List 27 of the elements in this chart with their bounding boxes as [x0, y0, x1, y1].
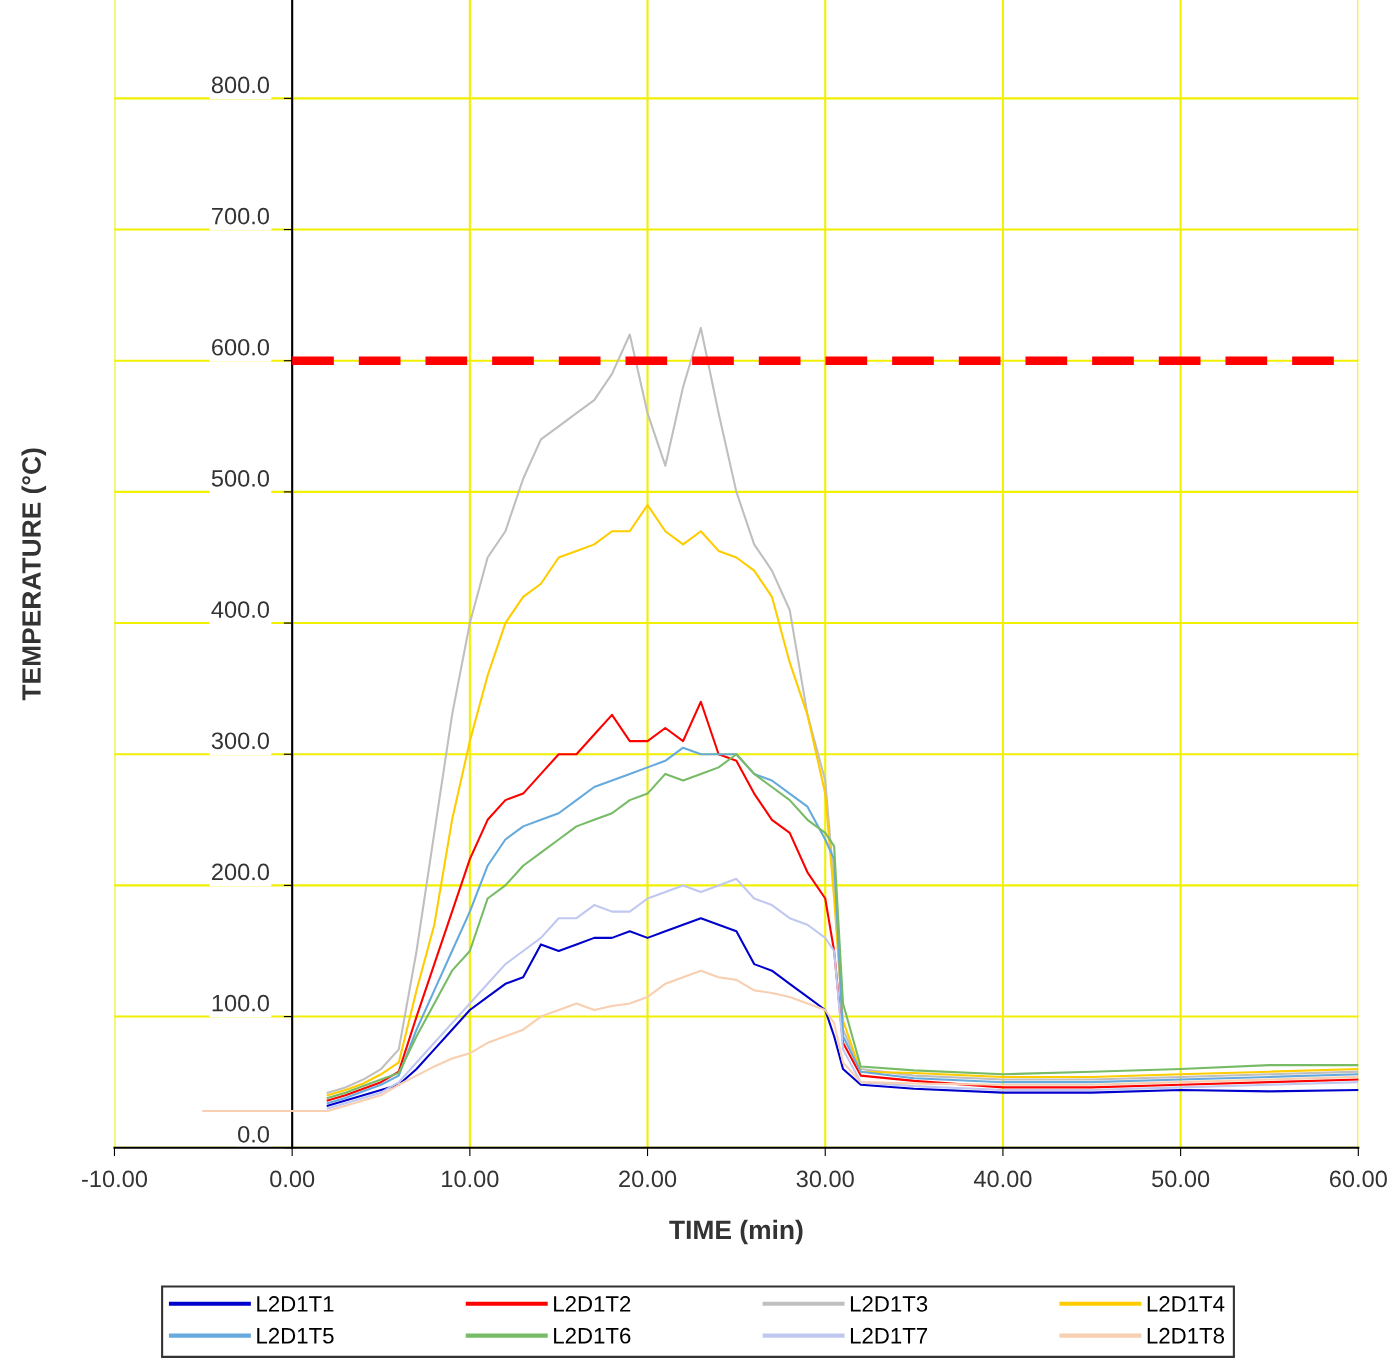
x-tick-label: 10.00	[442, 1170, 499, 1188]
y-tick-label: 400.0	[211, 601, 270, 618]
x-tick-label: -10.00	[82, 1170, 148, 1188]
legend-label: L2D1T6	[554, 1327, 631, 1344]
legend-label: L2D1T7	[850, 1327, 928, 1344]
x-tick-label: 20.00	[619, 1170, 677, 1188]
y-tick-label: 300.0	[211, 732, 270, 750]
legend-label: L2D1T1	[257, 1296, 334, 1312]
x-axis-title: TIME (min)	[669, 1219, 803, 1245]
x-tick-label: 60.00	[1329, 1170, 1387, 1188]
x-tick-label: 0.00	[270, 1170, 315, 1188]
x-tick-label: 40.00	[973, 1170, 1032, 1188]
legend-label: L2D1T5	[257, 1327, 334, 1344]
legend-label: L2D1T8	[1147, 1327, 1225, 1344]
x-tick-label: 30.00	[796, 1170, 854, 1188]
legend-label: L2D1T2	[554, 1296, 631, 1312]
y-tick-label: 0.0	[238, 1125, 270, 1143]
y-tick-label: 200.0	[212, 863, 270, 881]
y-tick-label: 500.0	[211, 470, 270, 487]
y-axis-title: TEMPERATURE (°C)	[21, 448, 47, 701]
y-tick-label: 100.0	[212, 994, 270, 1012]
legend-label: L2D1T4	[1147, 1296, 1225, 1312]
x-tick-label: 50.00	[1152, 1170, 1210, 1188]
y-tick-label: 800.0	[211, 76, 270, 94]
y-tick-label: 700.0	[212, 207, 270, 225]
y-tick-label: 600.0	[212, 338, 270, 356]
legend-label: L2D1T3	[850, 1296, 928, 1312]
